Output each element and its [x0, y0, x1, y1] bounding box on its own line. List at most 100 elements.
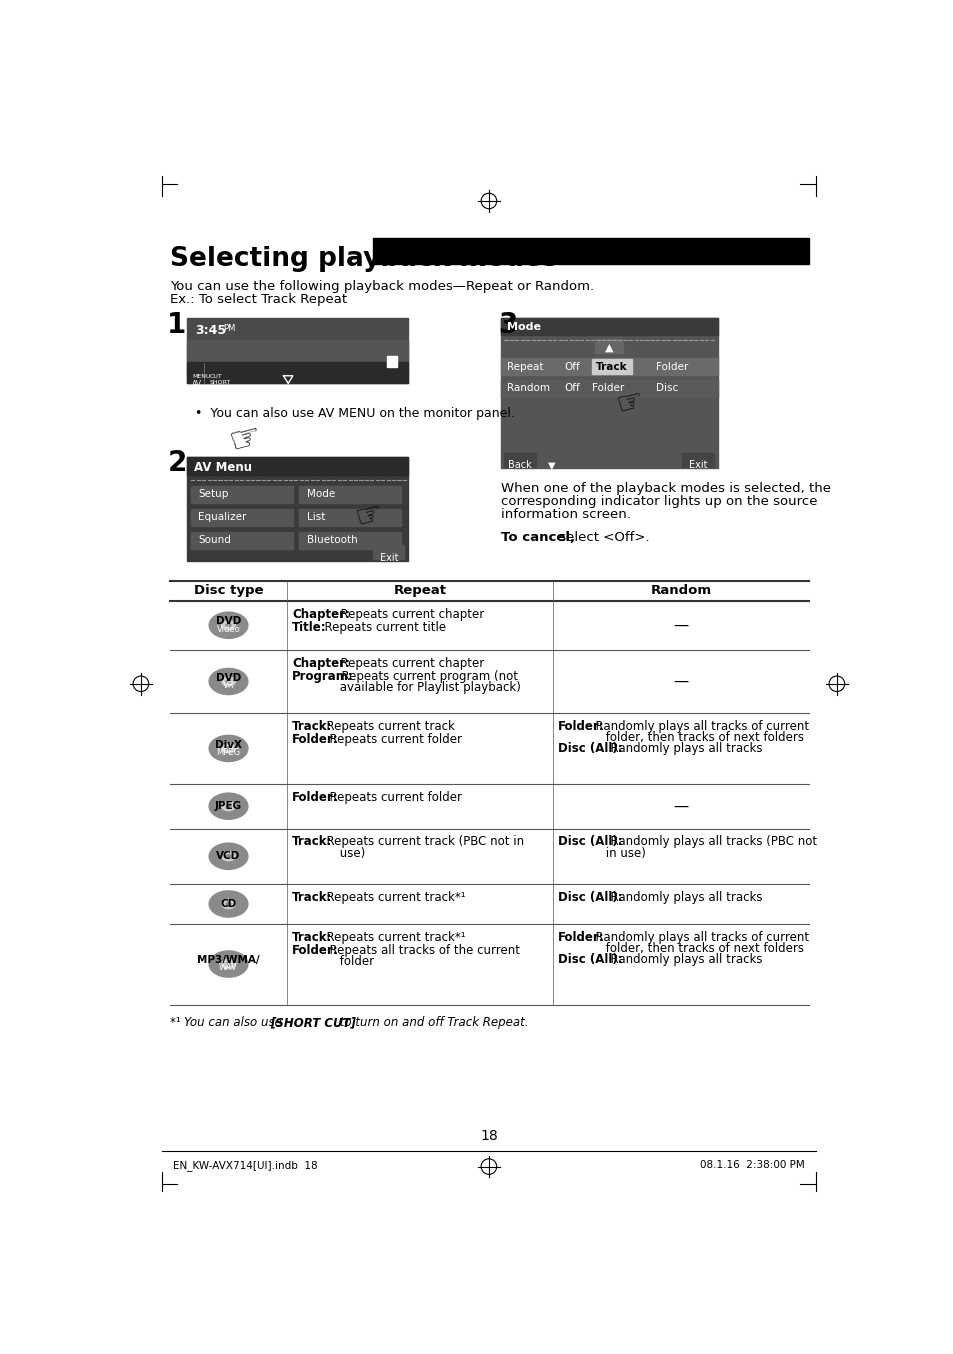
Ellipse shape: [226, 624, 231, 627]
Ellipse shape: [226, 902, 231, 906]
Text: Back: Back: [508, 460, 531, 470]
Ellipse shape: [221, 899, 235, 909]
Bar: [681, 452, 714, 467]
Text: Random: Random: [506, 383, 549, 394]
Text: SHORT: SHORT: [209, 380, 231, 386]
Ellipse shape: [209, 669, 248, 695]
Text: You can use the following playback modes—Repeat or Random.: You can use the following playback modes…: [170, 279, 593, 292]
Text: Exit: Exit: [379, 552, 397, 563]
Text: Repeat: Repeat: [506, 362, 542, 372]
Text: Repeats current track: Repeats current track: [319, 720, 455, 733]
Text: Repeats current chapter: Repeats current chapter: [333, 608, 484, 621]
Text: Folder: Folder: [655, 362, 687, 372]
Text: Folder:: Folder:: [292, 791, 338, 804]
Text: Repeat: Repeat: [393, 584, 446, 597]
Bar: [191, 509, 293, 525]
Bar: [187, 456, 408, 561]
Text: Repeats current folder: Repeats current folder: [322, 733, 462, 746]
Bar: [592, 359, 632, 374]
Text: Mode: Mode: [307, 489, 335, 500]
Bar: [373, 238, 808, 264]
Ellipse shape: [209, 735, 248, 761]
Text: Title:: Title:: [292, 621, 326, 634]
Bar: [595, 338, 622, 352]
Text: CUT: CUT: [209, 374, 222, 379]
Text: PM: PM: [223, 324, 235, 333]
Text: Chapter:: Chapter:: [292, 608, 350, 621]
Text: *¹: *¹: [170, 1017, 188, 1029]
Text: Repeats current chapter: Repeats current chapter: [333, 657, 484, 670]
Bar: [191, 486, 293, 502]
Text: Randomly plays all tracks: Randomly plays all tracks: [602, 891, 761, 904]
Text: folder, then tracks of next folders: folder, then tracks of next folders: [571, 942, 803, 955]
Bar: [500, 318, 717, 334]
Bar: [298, 509, 401, 525]
Text: WAV: WAV: [219, 964, 237, 972]
Text: Disc (All):: Disc (All):: [558, 891, 622, 904]
Text: Selecting playback modes: Selecting playback modes: [170, 245, 557, 272]
Bar: [373, 546, 404, 559]
Text: Equalizer: Equalizer: [198, 512, 247, 523]
Ellipse shape: [226, 804, 231, 808]
Text: Folder:: Folder:: [558, 720, 604, 733]
Text: Folder:: Folder:: [292, 944, 338, 957]
Bar: [500, 357, 717, 375]
Text: Setup: Setup: [198, 489, 229, 500]
Text: corresponding indicator lights up on the source: corresponding indicator lights up on the…: [500, 496, 816, 508]
Text: DivX: DivX: [214, 739, 242, 750]
Text: Track:: Track:: [292, 835, 332, 849]
Text: Folder:: Folder:: [558, 932, 604, 944]
Ellipse shape: [221, 743, 235, 753]
Text: Chapter:: Chapter:: [292, 657, 350, 670]
Text: Disc (All):: Disc (All):: [558, 835, 622, 849]
Text: Disc (All):: Disc (All):: [558, 953, 622, 967]
Text: Repeats all tracks of the current: Repeats all tracks of the current: [322, 944, 519, 957]
Text: Repeats current track*¹: Repeats current track*¹: [319, 891, 465, 904]
Text: Track:: Track:: [292, 891, 332, 904]
Text: 08.1.16  2:38:00 PM: 08.1.16 2:38:00 PM: [699, 1159, 803, 1170]
Text: MENU: MENU: [192, 374, 211, 379]
Text: 1: 1: [167, 311, 187, 338]
Text: 3: 3: [497, 311, 517, 338]
Text: Mode: Mode: [506, 322, 540, 332]
Text: You can also use: You can also use: [183, 1017, 285, 1029]
Text: Repeats current folder: Repeats current folder: [322, 791, 462, 804]
Ellipse shape: [226, 854, 231, 858]
Text: DVD: DVD: [215, 673, 241, 682]
Text: ☞: ☞: [352, 500, 385, 533]
Text: Track:: Track:: [292, 932, 332, 944]
Bar: [540, 452, 562, 467]
Text: Randomly plays all tracks of current: Randomly plays all tracks of current: [587, 932, 808, 944]
Text: Repeats current title: Repeats current title: [316, 621, 446, 634]
Text: Exit: Exit: [688, 460, 707, 470]
Text: select <Off>.: select <Off>.: [555, 531, 649, 543]
Text: MP3/WMA/: MP3/WMA/: [197, 955, 259, 965]
Text: Randomly plays all tracks (PBC not: Randomly plays all tracks (PBC not: [602, 835, 816, 849]
Ellipse shape: [209, 891, 248, 917]
Text: —: —: [673, 674, 688, 689]
Text: VCD: VCD: [216, 852, 240, 861]
Text: List: List: [307, 512, 325, 523]
Text: —: —: [673, 617, 688, 632]
Text: When one of the playback modes is selected, the: When one of the playback modes is select…: [500, 482, 830, 496]
Text: to turn on and off Track Repeat.: to turn on and off Track Repeat.: [335, 1017, 528, 1029]
Ellipse shape: [221, 802, 235, 811]
Bar: [187, 456, 408, 475]
Text: Randomly plays all tracks: Randomly plays all tracks: [602, 953, 761, 967]
Text: Video: Video: [216, 624, 240, 634]
Text: Folder: Folder: [592, 383, 623, 394]
Text: available for Playlist playback): available for Playlist playback): [306, 681, 520, 693]
Ellipse shape: [221, 960, 235, 968]
Ellipse shape: [226, 680, 231, 682]
Text: MPEG: MPEG: [216, 747, 240, 757]
Bar: [298, 486, 401, 502]
Text: Track: Track: [596, 362, 627, 372]
Text: Off: Off: [563, 383, 579, 394]
Ellipse shape: [226, 963, 231, 965]
Text: Randomly plays all tracks of current: Randomly plays all tracks of current: [587, 720, 808, 733]
Ellipse shape: [221, 677, 235, 686]
Text: 2: 2: [167, 450, 187, 477]
Text: information screen.: information screen.: [500, 508, 630, 521]
Bar: [386, 356, 397, 367]
Bar: [500, 379, 717, 397]
